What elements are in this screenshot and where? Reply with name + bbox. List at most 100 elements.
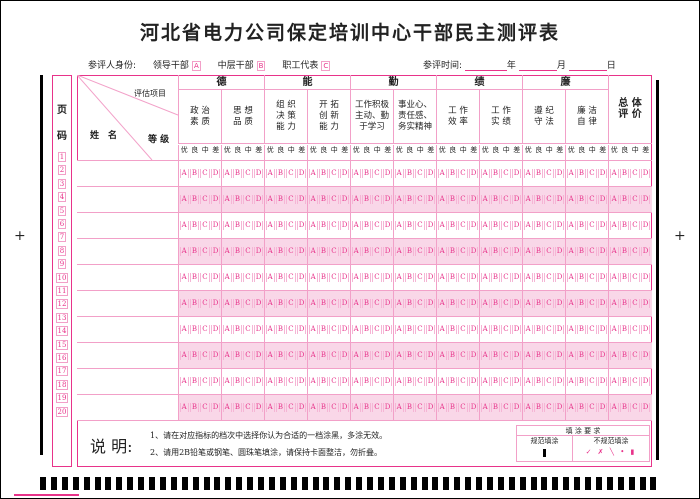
choice-bubble[interactable]: A: [523, 403, 533, 412]
choice-bubble[interactable]: D: [210, 195, 221, 204]
choice-bubble[interactable]: B: [447, 247, 457, 256]
choice-bubble[interactable]: A: [523, 247, 533, 256]
choice-bubble[interactable]: C: [544, 169, 554, 178]
choice-bubble[interactable]: D: [296, 299, 307, 308]
name-field[interactable]: [77, 239, 178, 264]
choice-bubble[interactable]: D: [425, 403, 436, 412]
choice-bubble[interactable]: C: [372, 195, 382, 204]
choice-bubble[interactable]: D: [554, 169, 565, 178]
choice-bubble[interactable]: B: [275, 247, 285, 256]
choice-bubble[interactable]: B: [447, 273, 457, 282]
choice-bubble[interactable]: A: [179, 403, 189, 412]
choice-bubble[interactable]: A: [308, 351, 318, 360]
choice-bubble[interactable]: C: [544, 403, 554, 412]
choice-bubble[interactable]: C: [544, 325, 554, 334]
name-field[interactable]: [77, 343, 178, 368]
choice-bubble[interactable]: D: [511, 325, 522, 334]
choice-bubble[interactable]: A: [308, 299, 318, 308]
choice-bubble[interactable]: C: [243, 273, 253, 282]
choice-bubble[interactable]: C: [544, 221, 554, 230]
choice-bubble[interactable]: B: [275, 195, 285, 204]
choice-bubble[interactable]: A: [351, 169, 361, 178]
choice-bubble[interactable]: A: [566, 195, 576, 204]
choice-bubble[interactable]: B: [447, 169, 457, 178]
choice-bubble[interactable]: C: [587, 325, 597, 334]
choice-bubble[interactable]: A: [222, 351, 232, 360]
choice-bubble[interactable]: C: [329, 221, 339, 230]
choice-bubble[interactable]: C: [501, 351, 511, 360]
choice-bubble[interactable]: D: [296, 247, 307, 256]
choice-bubble[interactable]: C: [587, 377, 597, 386]
choice-bubble[interactable]: A: [351, 221, 361, 230]
choice-bubble[interactable]: D: [511, 169, 522, 178]
choice-bubble[interactable]: A: [265, 351, 275, 360]
choice-bubble[interactable]: A: [480, 325, 490, 334]
choice-bubble[interactable]: D: [640, 273, 651, 282]
choice-bubble[interactable]: D: [210, 351, 221, 360]
choice-bubble[interactable]: D: [554, 377, 565, 386]
choice-bubble[interactable]: B: [533, 195, 543, 204]
choice-bubble[interactable]: A: [566, 299, 576, 308]
choice-bubble[interactable]: C: [458, 299, 468, 308]
choice-bubble[interactable]: D: [382, 169, 393, 178]
choice-bubble[interactable]: C: [415, 351, 425, 360]
choice-bubble[interactable]: A: [566, 221, 576, 230]
choice-bubble[interactable]: A: [480, 273, 490, 282]
choice-bubble[interactable]: D: [554, 247, 565, 256]
choice-bubble[interactable]: C: [501, 325, 511, 334]
choice-bubble[interactable]: B: [576, 273, 586, 282]
choice-bubble[interactable]: D: [253, 325, 264, 334]
choice-bubble[interactable]: C: [200, 377, 210, 386]
choice-bubble[interactable]: A: [394, 299, 404, 308]
choice-bubble[interactable]: A: [179, 351, 189, 360]
choice-bubble[interactable]: D: [425, 377, 436, 386]
choice-bubble[interactable]: A: [179, 195, 189, 204]
choice-bubble[interactable]: B: [533, 221, 543, 230]
choice-bubble[interactable]: D: [468, 169, 479, 178]
choice-bubble[interactable]: C: [372, 273, 382, 282]
choice-bubble[interactable]: A: [480, 299, 490, 308]
name-field[interactable]: [77, 395, 178, 420]
choice-bubble[interactable]: C: [630, 169, 640, 178]
choice-bubble[interactable]: D: [339, 403, 350, 412]
choice-bubble[interactable]: A: [480, 169, 490, 178]
choice-bubble[interactable]: A: [609, 325, 619, 334]
choice-bubble[interactable]: A: [394, 169, 404, 178]
choice-bubble[interactable]: B: [619, 351, 629, 360]
choice-bubble[interactable]: D: [210, 377, 221, 386]
choice-bubble[interactable]: A: [566, 169, 576, 178]
choice-bubble[interactable]: C: [200, 351, 210, 360]
choice-bubble[interactable]: C: [372, 403, 382, 412]
choice-bubble[interactable]: D: [253, 247, 264, 256]
choice-bubble[interactable]: C: [501, 195, 511, 204]
choice-bubble[interactable]: B: [189, 325, 199, 334]
choice-bubble[interactable]: C: [286, 195, 296, 204]
choice-bubble[interactable]: D: [253, 377, 264, 386]
choice-bubble[interactable]: D: [382, 403, 393, 412]
choice-bubble[interactable]: A: [394, 403, 404, 412]
choice-bubble[interactable]: B: [404, 325, 414, 334]
choice-bubble[interactable]: C: [587, 351, 597, 360]
choice-bubble[interactable]: B: [404, 169, 414, 178]
choice-bubble[interactable]: B: [232, 377, 242, 386]
choice-bubble[interactable]: C: [587, 403, 597, 412]
choice-bubble[interactable]: B: [576, 195, 586, 204]
name-field[interactable]: [77, 161, 178, 186]
choice-bubble[interactable]: A: [480, 195, 490, 204]
choice-bubble[interactable]: A: [609, 351, 619, 360]
choice-bubble[interactable]: A: [437, 247, 447, 256]
choice-bubble[interactable]: C: [630, 221, 640, 230]
name-field[interactable]: [77, 369, 178, 394]
choice-bubble[interactable]: B: [490, 403, 500, 412]
choice-bubble[interactable]: A: [308, 325, 318, 334]
choice-bubble[interactable]: C: [243, 221, 253, 230]
choice-bubble[interactable]: B: [275, 273, 285, 282]
choice-bubble[interactable]: B: [404, 247, 414, 256]
choice-bubble[interactable]: B: [404, 195, 414, 204]
choice-bubble[interactable]: D: [468, 325, 479, 334]
choice-bubble[interactable]: C: [458, 351, 468, 360]
choice-bubble[interactable]: C: [544, 195, 554, 204]
choice-bubble[interactable]: A: [351, 299, 361, 308]
choice-bubble[interactable]: A: [308, 403, 318, 412]
choice-bubble[interactable]: A: [480, 351, 490, 360]
